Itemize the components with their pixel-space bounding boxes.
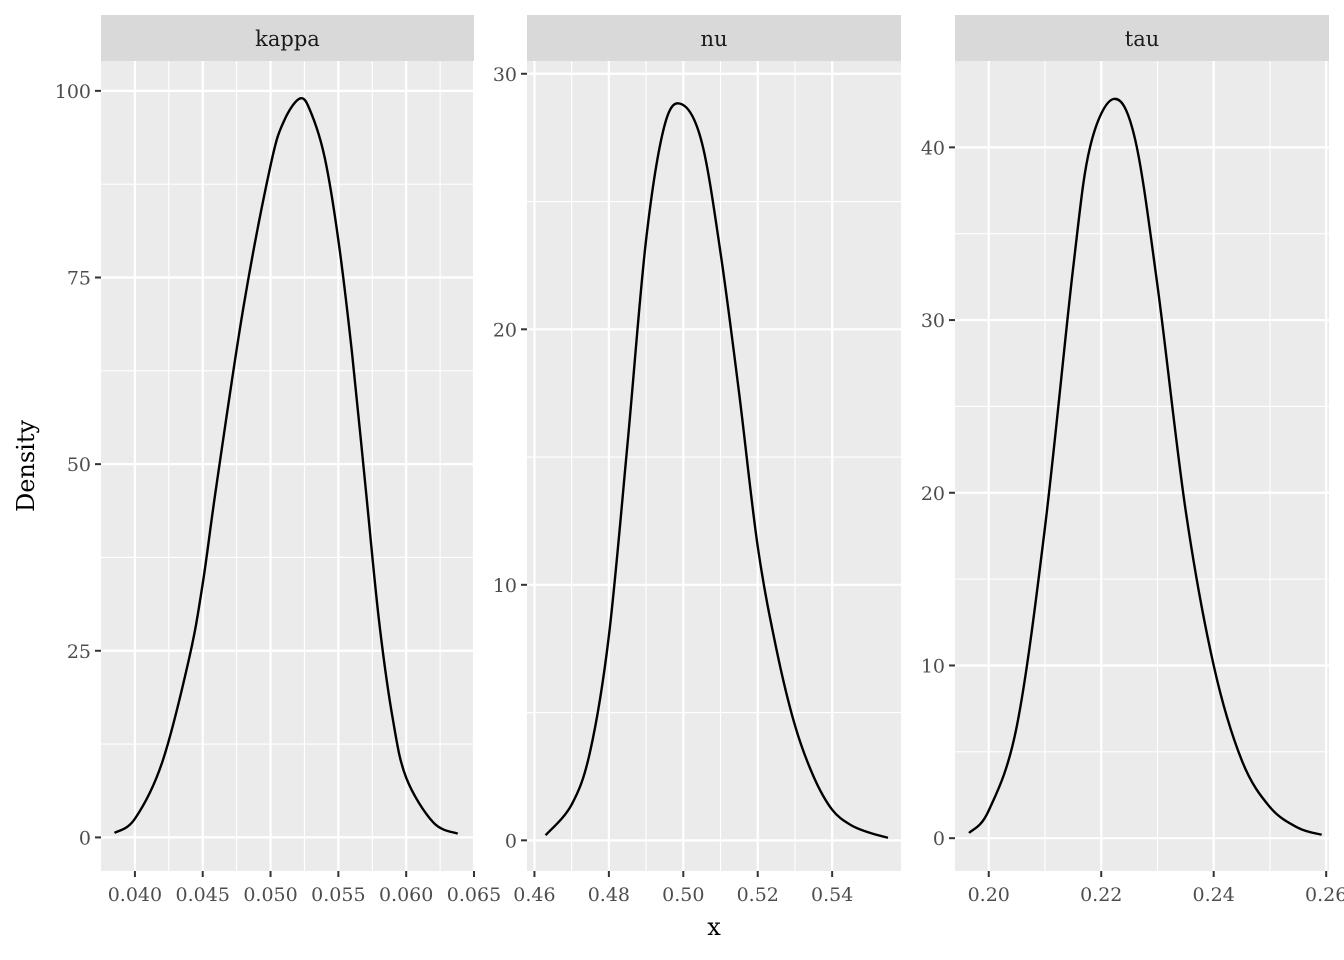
x-tick-label: 0.26 [1305,884,1344,906]
x-tick-label: 0.060 [379,884,433,906]
x-tick-label: 0.52 [737,884,779,906]
x-tick-label: 0.22 [1080,884,1122,906]
y-tick-label: 10 [921,655,945,677]
x-tick-label: 0.065 [447,884,501,906]
y-tick-label: 10 [493,575,517,597]
facet-strip [101,15,474,61]
density-curve-kappa [113,97,459,835]
facet-strip [527,15,901,61]
x-axis-title: x [707,913,721,941]
y-tick-label: 40 [921,137,945,159]
y-tick-label: 0 [505,830,517,852]
facet-panel-tau: tau 0.20 0.22 0.24 0.26 0 10 20 30 40 [921,15,1344,906]
x-tick-label: 0.46 [513,884,555,906]
density-curve-tau [968,97,1323,836]
facet-panel-kappa: kappa 0.040 0.045 0.050 0.055 0.060 0.065 0 25 50… [55,15,501,906]
x-tick-label: 0.20 [968,884,1010,906]
x-tick-label: 0.54 [811,884,853,906]
y-tick-label: 0 [79,827,91,849]
y-tick-label: 25 [67,641,91,663]
y-tick-label: 0 [933,828,945,850]
x-tick-label: 0.055 [311,884,365,906]
facet-strip [955,15,1329,61]
density-curve-nu [544,102,889,839]
facet-strip-label: kappa [255,27,320,51]
y-tick-label: 20 [493,319,517,341]
x-tick-label: 0.50 [662,884,704,906]
panel-background [101,61,474,871]
facet-strip-label: tau [1125,27,1159,51]
y-tick-label: 75 [67,267,91,289]
y-tick-label: 50 [67,454,91,476]
y-axis-title: Density [12,420,40,513]
facet-strip-label: nu [700,27,727,51]
y-tick-label: 30 [921,310,945,332]
y-tick-label: 100 [55,81,91,103]
x-tick-label: 0.48 [588,884,630,906]
panel-background [955,61,1329,871]
x-tick-label: 0.24 [1193,884,1235,906]
facet-panel-nu: nu 0.46 0.48 0.50 0.52 0.54 0 10 20 30 [493,15,901,906]
x-tick-label: 0.040 [108,884,162,906]
panels-layer: kappa 0.040 0.045 0.050 0.055 0.060 0.065 0 25 50… [55,15,1344,906]
x-tick-label: 0.045 [176,884,230,906]
y-tick-label: 20 [921,483,945,505]
panel-background [527,61,901,871]
x-tick-label: 0.050 [243,884,297,906]
y-tick-label: 30 [493,64,517,86]
